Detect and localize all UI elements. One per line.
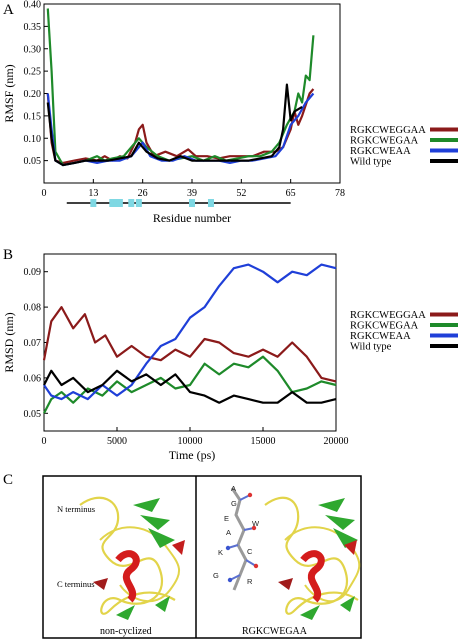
y-tick-label: 0.35: [24, 22, 42, 33]
rmsd-chart: 0 5000 10000 15000 20000 0.05 0.06 0.07 0.08 0.09…: [2, 253, 458, 462]
cyclized-structure: [264, 496, 361, 620]
noncyclized-caption: non-cyclized: [100, 626, 152, 637]
panel-b-letter: B: [3, 247, 14, 263]
y-tick-label: 0.25: [24, 67, 42, 78]
y-tick-label: 0.08: [24, 303, 42, 314]
legend-label: RGKCWEAA: [350, 146, 411, 157]
legend-label: RGKCWEGGAA: [350, 310, 426, 321]
x-tick-label: 52: [236, 188, 246, 199]
x-tick-label: 5000: [107, 436, 127, 447]
y-tick-label: 0.20: [24, 89, 42, 100]
secondary-structure-marker: [90, 199, 97, 207]
x-axis-label: Residue number: [153, 211, 231, 225]
secondary-structure-marker: [116, 199, 123, 207]
x-tick-label: 78: [335, 188, 345, 199]
x-tick-label: 65: [286, 188, 296, 199]
residue-letter: E: [224, 514, 229, 523]
panel-c-letter: C: [3, 472, 14, 488]
panel-a-letter: A: [3, 2, 14, 18]
secondary-structure-marker: [135, 199, 142, 207]
y-tick-label: 0.07: [24, 338, 42, 349]
secondary-structure-marker: [113, 199, 120, 207]
x-tick-label: 13: [88, 188, 98, 199]
x-tick-label: 20000: [324, 436, 349, 447]
series-line-2: [43, 263, 337, 401]
legend-label: RGKCWEGGAA: [350, 125, 426, 136]
legend-label: RGKCWEAA: [350, 331, 411, 342]
residue-letter: A: [231, 484, 236, 493]
x-tick-label: 15000: [251, 436, 276, 447]
peptide-sticks: [225, 487, 259, 591]
y-tick-label: 0.05: [24, 156, 42, 167]
y-tick-label: 0.30: [24, 44, 42, 55]
series-line-3: [43, 369, 337, 404]
legend-label: RGKCWEGAA: [350, 321, 419, 332]
y-tick-label: 0.09: [24, 267, 42, 278]
residue-letter: K: [218, 548, 223, 557]
x-tick-label: 26: [138, 188, 148, 199]
x-tick-label: 0: [42, 188, 47, 199]
legend-label: RGKCWEGAA: [350, 136, 419, 147]
y-tick-label: 0.15: [24, 111, 42, 122]
x-tick-label: 39: [187, 188, 197, 199]
y-tick-label: 0.10: [24, 134, 42, 145]
legend-label: Wild type: [350, 342, 392, 353]
y-tick-label: 0.40: [24, 0, 42, 11]
secondary-structure-marker: [128, 199, 135, 207]
c-terminus-label: C terminus: [57, 579, 95, 589]
cyclized-caption: RGKCWEGAA: [242, 626, 308, 637]
series-line-0: [42, 306, 337, 383]
noncyclized-structure: [79, 496, 185, 620]
n-terminus-label: N terminus: [57, 504, 95, 514]
rmsf-chart: 0 13 26 39 52 65 78 0.05 0.10 0.15 0.20 0.25 0.30 0.3…: [2, 0, 458, 225]
residue-letter: G: [213, 571, 219, 580]
residue-letter: G: [231, 499, 237, 508]
x-tick-label: 10000: [178, 436, 203, 447]
residue-letter: W: [252, 519, 260, 528]
residue-letter: R: [247, 577, 253, 586]
x-axis-label: Time (ps): [169, 448, 216, 462]
secondary-structure-marker: [109, 199, 116, 207]
residue-letter: C: [247, 547, 253, 556]
secondary-structure-marker: [207, 199, 214, 207]
y-tick-label: 0.05: [24, 409, 42, 420]
y-axis-label: RMSD (nm): [2, 312, 16, 372]
legend-label: Wild type: [350, 157, 392, 168]
secondary-structure-marker: [189, 199, 195, 207]
y-axis-label: RMSF (nm): [2, 64, 16, 122]
series-line-3: [46, 83, 303, 167]
y-tick-label: 0.06: [24, 373, 42, 384]
residue-letter: A: [226, 528, 231, 537]
x-tick-label: 0: [42, 436, 47, 447]
